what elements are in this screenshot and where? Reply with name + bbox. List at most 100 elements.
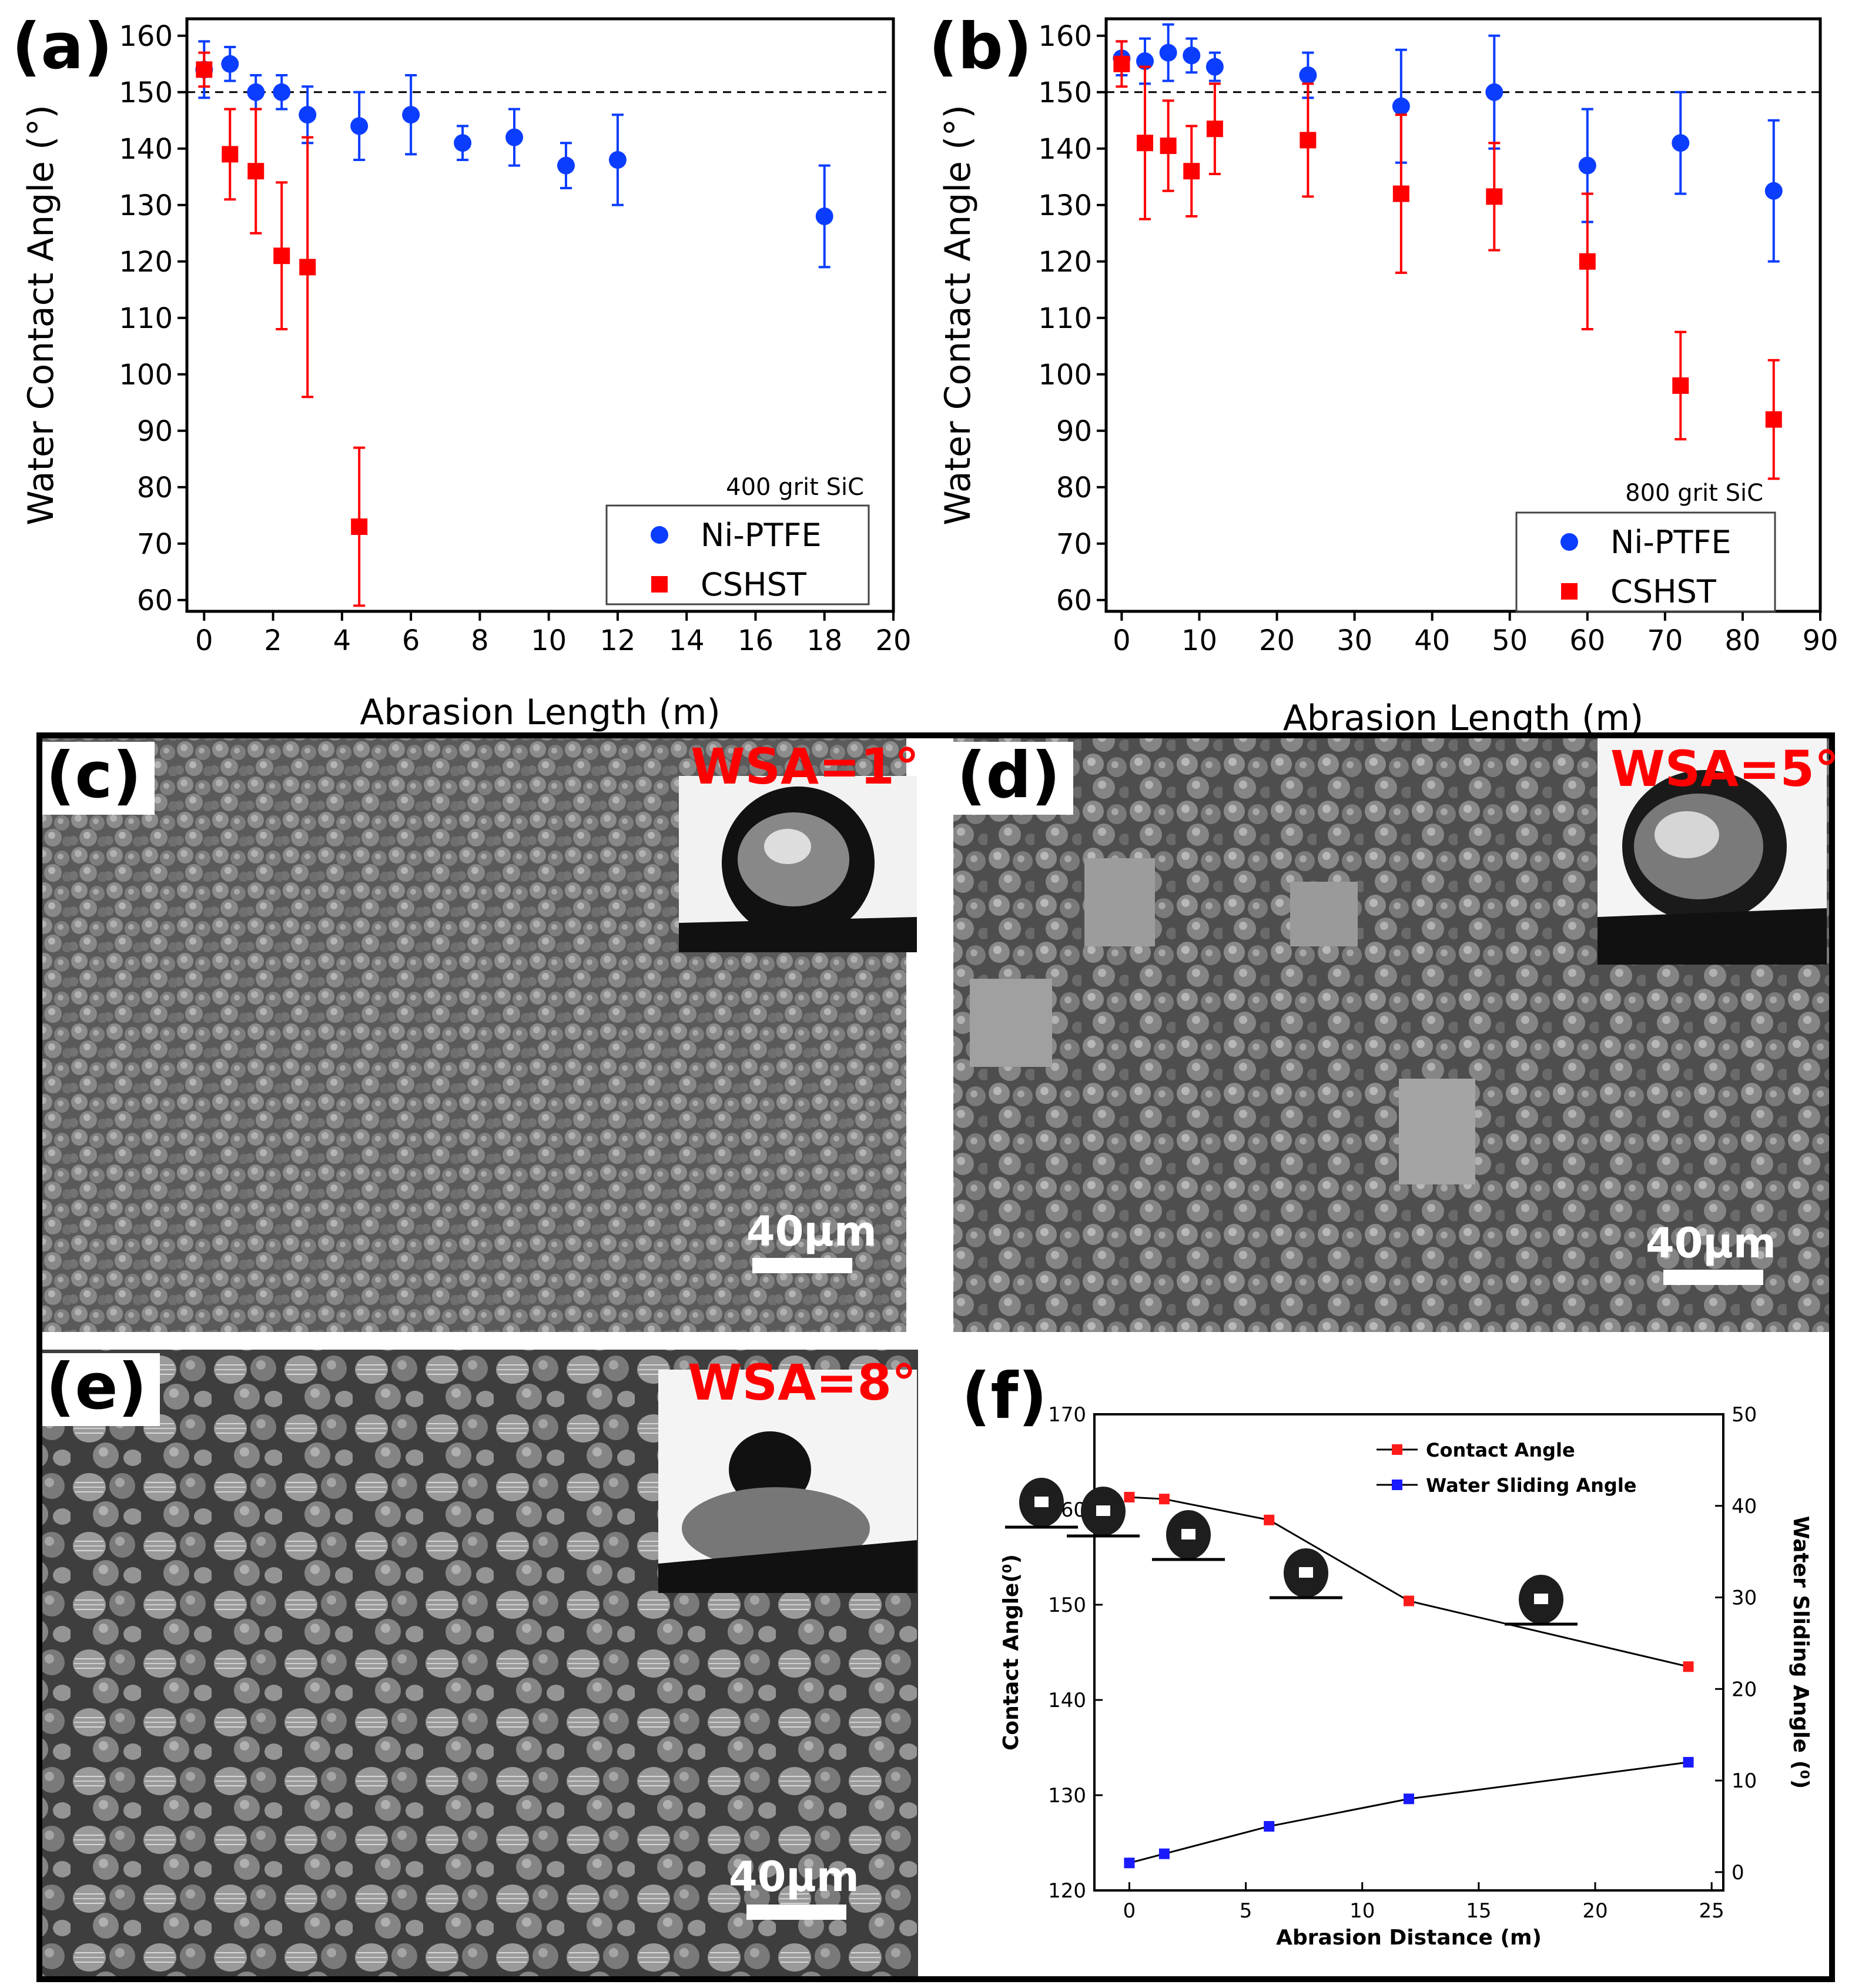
x-tick-label: 4 (333, 624, 351, 657)
droplet-icon (1152, 1510, 1225, 1561)
data-point-ni-ptfe (299, 106, 317, 124)
y-tick-label: 150 (119, 76, 173, 109)
x-tick-label: 10 (1181, 624, 1217, 657)
legend-marker (651, 576, 668, 593)
x-tick-label: 0 (195, 624, 213, 657)
y-axis-label: Water Contact Angle (°) (937, 105, 979, 526)
y-tick-label: 70 (137, 528, 173, 561)
data-point-cshst (196, 61, 213, 78)
data-point-cshst (299, 259, 316, 276)
data-point-ni-ptfe (247, 83, 265, 101)
wsa-label-c: WSA=1° (691, 738, 919, 795)
x-tick-label: 30 (1337, 624, 1372, 657)
x-tick-label: 8 (471, 624, 489, 657)
data-point-contact-angle (1158, 1494, 1170, 1505)
data-point-ni-ptfe (350, 117, 369, 135)
x-tick-label: 25 (1699, 1899, 1724, 1923)
chart-b: 0 10 20 30 40 50 60 70 80 90 60 70 80 90 100 110 120 130 1… (937, 17, 1838, 739)
series-line-contact-angle (1129, 1496, 1689, 1668)
data-point-ni-ptfe (1485, 83, 1503, 101)
data-point-contact-angle (1404, 1595, 1414, 1607)
data-point-cshst (1579, 253, 1596, 270)
y-tick-label: 160 (1038, 20, 1092, 53)
x-tick-label: 14 (669, 624, 705, 657)
data-point-ni-ptfe (608, 151, 627, 169)
x-tick-label: 0 (1123, 1899, 1136, 1923)
data-point-ni-ptfe (1764, 182, 1783, 200)
data-point-ni-ptfe (454, 134, 472, 152)
x-tick-label: 80 (1724, 624, 1760, 657)
y-right-axis-label: Water Sliding Angle (⁰) (1789, 1516, 1813, 1789)
y-right-tick-label: 40 (1732, 1495, 1757, 1518)
legend-marker (1560, 533, 1578, 551)
scale-label-d: 40μm (1646, 1219, 1776, 1267)
data-point-ni-ptfe (1672, 134, 1690, 152)
x-tick-label: 0 (1113, 624, 1131, 657)
plot-frame (1093, 1413, 1724, 1892)
legend-marker (1561, 583, 1578, 600)
data-point-ni-ptfe (402, 106, 420, 124)
panel-label-c: (c) (42, 742, 155, 815)
data-point-ni-ptfe (815, 207, 833, 225)
data-point-cshst (1206, 121, 1223, 138)
y-tick-label: 150 (1048, 1594, 1086, 1617)
droplet-icon (1005, 1478, 1078, 1529)
data-point-ni-ptfe (1205, 58, 1224, 76)
droplet-icon (1505, 1575, 1578, 1626)
data-point-ni-ptfe (273, 83, 291, 101)
y-tick-label: 120 (1048, 1879, 1086, 1903)
y-tick-label: 110 (1038, 302, 1092, 335)
x-tick-label: 15 (1466, 1899, 1491, 1923)
plot-frame (185, 17, 895, 613)
series-line-sliding-angle (1129, 1761, 1689, 1864)
data-point-cshst (351, 518, 368, 535)
droplet-icon (1067, 1487, 1140, 1538)
x-tick-label: 12 (600, 624, 635, 657)
data-point-cshst (1183, 163, 1200, 180)
y-axis-label: Contact Angle(⁰) (999, 1554, 1023, 1751)
y-tick-label: 170 (1048, 1403, 1086, 1427)
sem-frame (36, 732, 1835, 1982)
x-tick-label: 10 (1349, 1899, 1375, 1923)
data-point-ni-ptfe (1299, 66, 1317, 84)
annotation: 800 grit SiC (1625, 480, 1763, 507)
x-tick-label: 20 (1582, 1899, 1608, 1923)
wsa-label-e: WSA=8° (688, 1354, 916, 1411)
legend-label: Contact Angle (1426, 1439, 1575, 1461)
data-point-cshst (1113, 55, 1130, 72)
legend-box (1515, 511, 1776, 613)
y-tick-label: 120 (1038, 246, 1092, 279)
panel-label-e: (e) (42, 1353, 160, 1426)
y-tick-label: 80 (137, 471, 173, 504)
y-tick-label: 100 (119, 359, 173, 391)
x-tick-label: 18 (806, 624, 842, 657)
y-tick-label: 140 (119, 133, 173, 166)
chart-f: 0 5 10 15 20 2512013014015016017001020304050A… (999, 1403, 1813, 1950)
scale-label-e: 40μm (729, 1853, 859, 1901)
y-tick-label: 120 (119, 246, 173, 279)
y-tick-label: 140 (1048, 1689, 1086, 1712)
x-tick-label: 5 (1240, 1899, 1253, 1923)
y-axis-label: Water Contact Angle (°) (21, 105, 62, 526)
panel-label-a: (a) (12, 10, 113, 83)
data-point-ni-ptfe (1159, 43, 1177, 62)
chart-a: 0 2 4 6 8 10 12 14 16 18 20 60 70 80 90 100 110 120 130 140… (21, 17, 912, 733)
data-point-contact-angle (1683, 1661, 1694, 1672)
data-point-ni-ptfe (505, 128, 524, 146)
data-point-sliding-angle (1404, 1793, 1414, 1805)
panel-label-f: (f) (962, 1360, 1047, 1433)
y-tick-label: 90 (1056, 415, 1092, 448)
data-point-sliding-angle (1158, 1848, 1170, 1859)
x-axis-label: Abrasion Distance (m) (1276, 1926, 1542, 1950)
legend-label: CSHST (701, 566, 807, 603)
data-point-cshst (1392, 185, 1409, 202)
data-point-ni-ptfe (1392, 97, 1410, 115)
y-right-tick-label: 20 (1732, 1678, 1757, 1701)
x-tick-label: 60 (1569, 624, 1605, 657)
y-tick-label: 130 (1038, 189, 1092, 222)
data-point-ni-ptfe (1183, 46, 1201, 65)
y-tick-label: 130 (119, 189, 173, 222)
x-tick-label: 90 (1802, 624, 1838, 657)
y-right-tick-label: 50 (1732, 1403, 1757, 1427)
x-tick-label: 6 (402, 624, 420, 657)
